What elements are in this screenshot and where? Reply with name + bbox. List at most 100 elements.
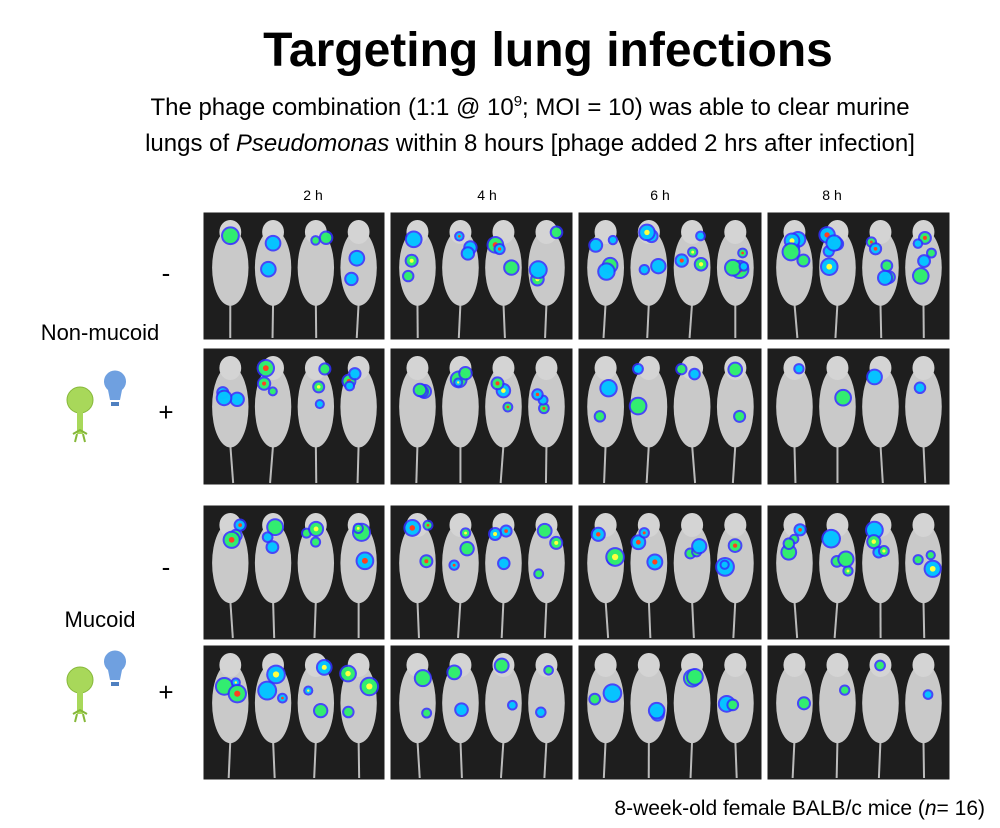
subtitle-italic: Pseudomonas (236, 130, 389, 157)
subtitle-text: lungs of (145, 130, 236, 157)
signal-blob (461, 542, 473, 555)
mouse-head (783, 653, 806, 677)
mouse-tail (229, 600, 234, 639)
mouse-body (587, 662, 624, 744)
signal-blob (601, 380, 616, 396)
signal-blob (346, 382, 354, 390)
mouse-tail (734, 740, 738, 779)
mouse-tail (459, 740, 463, 779)
subtitle-line: lungs of Pseudomonas within 8 hours [pha… (145, 130, 915, 157)
mouse-tail (269, 444, 275, 484)
mouse-tail (691, 444, 697, 484)
signal-blob (346, 273, 357, 285)
signal-blob (344, 707, 353, 717)
mouse-tail (502, 303, 506, 339)
signal-blob (266, 236, 280, 250)
signal-core (316, 385, 321, 389)
signal-core (238, 523, 242, 527)
signal-core (356, 526, 360, 530)
signal-blob (795, 365, 803, 373)
mouse-tail (602, 740, 607, 779)
signal-blob (216, 678, 232, 694)
signal-blob (495, 659, 508, 672)
mouse-tail (877, 740, 882, 779)
mouse-tail (272, 740, 276, 779)
timepoint-label: 4 h (477, 187, 496, 203)
signal-core (424, 559, 429, 564)
mouse-body (297, 662, 335, 744)
mouse-body (297, 229, 335, 306)
signal-blob (462, 248, 474, 259)
mouse-tail (834, 303, 839, 339)
mouse-head (724, 653, 747, 677)
signal-core (281, 696, 284, 700)
signal-blob (798, 698, 810, 709)
subtitle-line: The phage combination (1:1 @ 109; MOI = … (150, 93, 909, 121)
signal-core (409, 525, 416, 531)
signal-core (869, 240, 873, 244)
signal-blob (915, 383, 925, 393)
mouse-tail (457, 600, 462, 639)
signal-blob (595, 412, 605, 421)
row-label: - (162, 552, 171, 582)
signal-core (345, 670, 351, 677)
mouse-tail (543, 600, 548, 639)
signal-core (501, 388, 506, 393)
signal-blob (312, 538, 320, 546)
signal-core (929, 565, 936, 572)
signal-blob (876, 661, 884, 670)
mouse-head (681, 513, 704, 537)
signal-blob (729, 363, 742, 376)
mouse-tail (793, 600, 799, 639)
mouse-head (594, 356, 617, 380)
row-label: + (158, 677, 173, 707)
signal-core (732, 543, 738, 548)
timepoint-label: 2 h (303, 187, 322, 203)
signal-blob (267, 542, 278, 553)
signal-blob (697, 232, 704, 240)
signal-core (361, 557, 368, 564)
mouse-head (594, 653, 617, 677)
mouse-tail (879, 303, 883, 339)
signal-blob (350, 251, 364, 265)
signal-blob (316, 400, 323, 408)
signal-core (497, 247, 502, 251)
mouse-head (637, 356, 660, 380)
signal-blob (460, 367, 471, 379)
mouse-tail (691, 600, 695, 639)
signal-blob (262, 262, 275, 276)
signal-core (234, 681, 238, 684)
mouse-head (535, 220, 558, 244)
mouse-body (905, 522, 942, 604)
signal-blob (302, 529, 310, 537)
signal-blob (721, 561, 728, 568)
signal-blob (320, 232, 332, 243)
mouse-body (819, 662, 856, 744)
mouse-tail (602, 303, 607, 339)
mouse-tail (604, 600, 610, 639)
signal-core (644, 229, 650, 236)
signal-blob (415, 671, 430, 686)
phage-icon (66, 650, 126, 723)
mouse-tail (416, 600, 420, 639)
mouse-body (485, 662, 522, 744)
signal-core (535, 392, 540, 397)
mouse-body (212, 229, 249, 306)
group-label: Mucoid (65, 607, 136, 632)
signal-blob (924, 691, 932, 698)
signal-core (824, 232, 830, 238)
signal-core (272, 671, 280, 678)
signal-blob (783, 244, 799, 260)
signal-core (596, 532, 601, 537)
signal-blob (827, 236, 841, 250)
signal-blob (649, 703, 664, 718)
mouse-head (535, 356, 558, 380)
signal-core (691, 250, 695, 254)
mouse-tail (457, 303, 462, 339)
signal-core (698, 262, 704, 267)
signal-blob (841, 686, 849, 694)
signal-blob (590, 694, 600, 704)
signal-core (798, 527, 802, 532)
mouse-tail (732, 600, 737, 639)
